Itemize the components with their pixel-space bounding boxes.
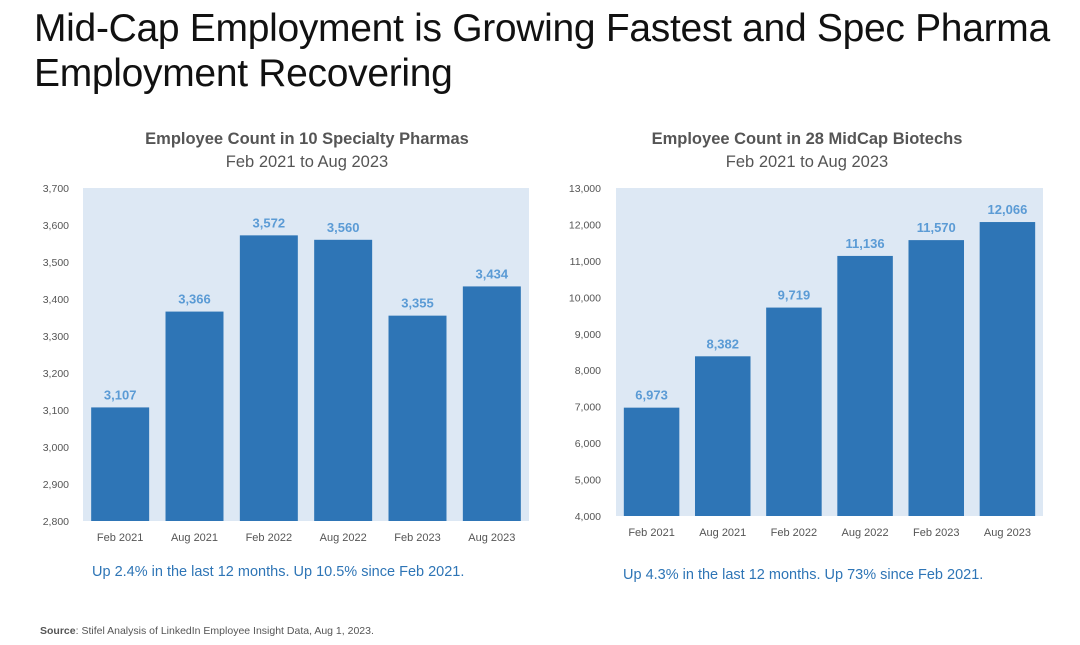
y-tick-label: 3,400 (43, 294, 69, 306)
chart-subtitle: Feb 2021 to Aug 2023 (725, 153, 889, 171)
y-tick-label: 13,000 (569, 183, 601, 195)
data-label: 3,355 (401, 296, 434, 311)
y-tick-label: 3,100 (43, 405, 69, 417)
y-tick-label: 3,300 (43, 331, 69, 343)
page-title-line-2: Employment Recovering (34, 52, 453, 95)
y-tick-label: 6,000 (575, 438, 601, 450)
page-title-line-1: Mid-Cap Employment is Growing Fastest an… (34, 7, 1050, 50)
x-tick-label: Feb 2022 (771, 527, 817, 539)
data-label: 8,382 (706, 336, 739, 351)
x-tick-label: Feb 2023 (913, 527, 959, 539)
data-label: 11,570 (917, 220, 956, 235)
x-tick-label: Aug 2021 (699, 527, 746, 539)
chart-note: Up 2.4% in the last 12 months. Up 10.5% … (92, 564, 465, 580)
plot-area (83, 188, 529, 521)
y-tick-label: 5,000 (575, 475, 601, 487)
chart-title: Employee Count in 10 Specialty Pharmas (145, 130, 469, 148)
y-tick-label: 4,000 (575, 511, 601, 523)
x-tick-label: Feb 2023 (394, 532, 440, 544)
y-tick-label: 12,000 (569, 219, 601, 231)
data-label: 3,572 (253, 215, 286, 230)
bar (766, 307, 822, 516)
y-tick-label: 3,500 (43, 257, 69, 269)
bar (165, 311, 224, 521)
bar (388, 315, 447, 521)
data-label: 3,366 (178, 292, 211, 307)
y-tick-label: 3,200 (43, 368, 69, 380)
data-label: 3,107 (104, 387, 137, 402)
x-tick-label: Aug 2022 (320, 532, 367, 544)
x-tick-label: Aug 2021 (171, 532, 218, 544)
data-label: 3,560 (327, 220, 360, 235)
source-label: Source (40, 625, 76, 637)
plot-area (616, 188, 1043, 516)
x-tick-label: Feb 2021 (97, 532, 143, 544)
y-tick-label: 3,000 (43, 442, 69, 454)
y-tick-label: 8,000 (575, 365, 601, 377)
x-tick-label: Aug 2023 (984, 527, 1031, 539)
source-text: : Stifel Analysis of LinkedIn Employee I… (75, 625, 374, 637)
x-tick-label: Feb 2022 (246, 532, 292, 544)
x-tick-label: Aug 2022 (842, 527, 889, 539)
chart-note: Up 4.3% in the last 12 months. Up 73% si… (623, 567, 984, 583)
bar (908, 240, 965, 517)
y-tick-label: 2,800 (43, 516, 69, 528)
bar (623, 407, 680, 516)
y-tick-label: 7,000 (575, 402, 601, 414)
chart-title: Employee Count in 28 MidCap Biotechs (651, 130, 963, 148)
y-tick-label: 9,000 (575, 329, 601, 341)
bar (239, 235, 298, 522)
y-tick-label: 2,900 (43, 479, 69, 491)
bar (91, 407, 150, 521)
bar (462, 286, 521, 521)
x-tick-label: Aug 2023 (468, 532, 515, 544)
y-tick-label: 3,600 (43, 220, 69, 232)
bar (694, 356, 751, 516)
data-label: 6,973 (635, 388, 668, 403)
y-tick-label: 11,000 (570, 256, 601, 268)
page-title: Mid-Cap Employment is Growing Fastest an… (34, 6, 1050, 96)
bar (837, 255, 893, 517)
y-tick-label: 3,700 (43, 183, 69, 195)
data-label: 9,719 (778, 288, 811, 303)
chart-subtitle: Feb 2021 to Aug 2023 (225, 153, 389, 171)
y-tick-label: 10,000 (569, 292, 601, 304)
data-label: 3,434 (476, 266, 509, 281)
x-tick-label: Feb 2021 (628, 527, 674, 539)
source-note: Source: Stifel Analysis of LinkedIn Empl… (40, 625, 374, 637)
data-label: 11,136 (846, 236, 885, 251)
data-label: 12,066 (988, 202, 1028, 217)
bar (979, 222, 1036, 516)
bar (314, 239, 373, 522)
